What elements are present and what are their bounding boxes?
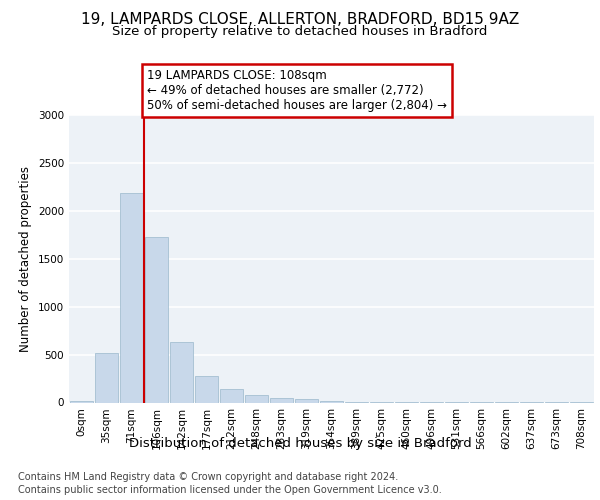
Bar	[170, 342, 193, 402]
Bar	[295, 398, 318, 402]
Bar	[195, 376, 218, 402]
Bar	[70, 400, 93, 402]
Bar	[220, 388, 243, 402]
Bar	[270, 398, 293, 402]
Text: Size of property relative to detached houses in Bradford: Size of property relative to detached ho…	[112, 25, 488, 38]
Bar	[245, 395, 268, 402]
Y-axis label: Number of detached properties: Number of detached properties	[19, 166, 32, 352]
Text: Contains HM Land Registry data © Crown copyright and database right 2024.: Contains HM Land Registry data © Crown c…	[18, 472, 398, 482]
Bar	[145, 236, 168, 402]
Bar	[95, 352, 118, 403]
Bar	[120, 192, 143, 402]
Text: 19, LAMPARDS CLOSE, ALLERTON, BRADFORD, BD15 9AZ: 19, LAMPARDS CLOSE, ALLERTON, BRADFORD, …	[81, 12, 519, 28]
Bar	[320, 400, 343, 402]
Text: 19 LAMPARDS CLOSE: 108sqm
← 49% of detached houses are smaller (2,772)
50% of se: 19 LAMPARDS CLOSE: 108sqm ← 49% of detac…	[147, 69, 447, 112]
Text: Contains public sector information licensed under the Open Government Licence v3: Contains public sector information licen…	[18, 485, 442, 495]
Text: Distribution of detached houses by size in Bradford: Distribution of detached houses by size …	[128, 438, 472, 450]
